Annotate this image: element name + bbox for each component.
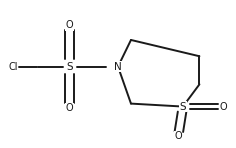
Text: Cl: Cl [8, 62, 18, 72]
Text: O: O [66, 103, 73, 113]
Text: N: N [114, 62, 122, 72]
Text: O: O [174, 131, 182, 141]
Text: S: S [66, 62, 73, 72]
Text: O: O [66, 20, 73, 30]
Text: S: S [180, 102, 186, 112]
Text: O: O [219, 102, 227, 112]
